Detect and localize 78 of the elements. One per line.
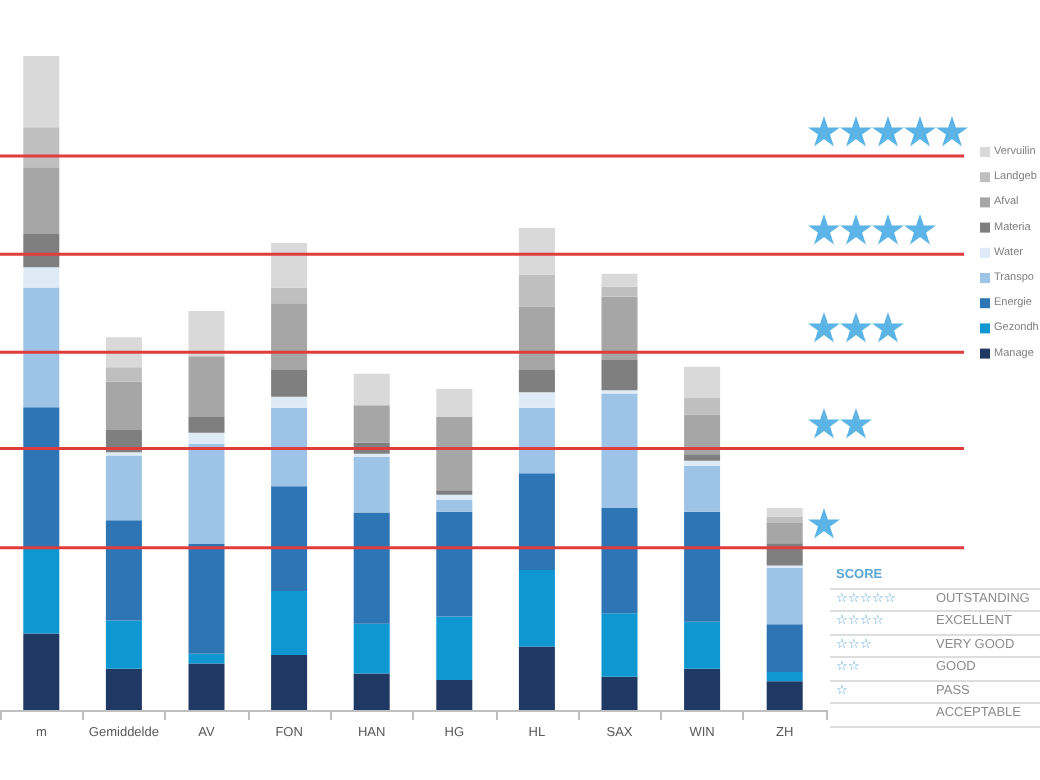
- bar: [518, 646, 555, 710]
- bar: [766, 507, 803, 517]
- bar: [601, 296, 638, 361]
- bar: [271, 486, 308, 591]
- bar: [518, 369, 555, 393]
- bar: [188, 356, 225, 418]
- bar: [23, 407, 60, 548]
- bar: [436, 616, 473, 680]
- bar: [105, 520, 142, 621]
- bar: [601, 393, 638, 508]
- bar: [436, 417, 473, 491]
- bar: [271, 369, 308, 397]
- bar: [518, 473, 555, 571]
- bar: [188, 653, 225, 664]
- bar: [271, 303, 308, 370]
- bar: [684, 621, 721, 669]
- bar: [271, 287, 308, 304]
- bar: [684, 454, 721, 461]
- bar: [684, 466, 721, 512]
- bar: [105, 381, 142, 431]
- bar: [188, 311, 225, 357]
- bar: [601, 507, 638, 614]
- bar: [23, 633, 60, 710]
- bar: [684, 398, 721, 415]
- bar: [23, 167, 60, 234]
- bar: [766, 516, 803, 523]
- bar: [271, 655, 308, 710]
- bar: [271, 590, 308, 656]
- bar: [518, 228, 555, 275]
- bar: [271, 243, 308, 288]
- bar: [601, 613, 638, 677]
- bar: [436, 511, 473, 617]
- bar: [271, 407, 308, 487]
- bar: [105, 337, 142, 368]
- bar: [353, 673, 390, 710]
- bar: [601, 360, 638, 391]
- bar: [518, 392, 555, 408]
- bar: [766, 672, 803, 682]
- bar: [105, 455, 142, 521]
- bar: [766, 568, 803, 625]
- bar: [188, 663, 225, 710]
- bar: [684, 414, 721, 455]
- bar: [188, 417, 225, 433]
- bar: [188, 443, 225, 544]
- bar: [436, 679, 473, 710]
- bar: [23, 547, 60, 634]
- bar: [353, 405, 390, 443]
- bar: [436, 500, 473, 512]
- bar: [105, 668, 142, 710]
- bar: [271, 396, 308, 408]
- bar: [436, 388, 473, 418]
- bar: [436, 494, 473, 501]
- bar: [23, 287, 60, 408]
- bar: [23, 56, 60, 128]
- bar: [518, 306, 555, 370]
- bar: [23, 127, 60, 168]
- bar: [684, 511, 721, 622]
- bar: [601, 676, 638, 710]
- bar: [601, 273, 638, 287]
- bar: [684, 460, 721, 467]
- bar: [105, 367, 142, 382]
- bar: [684, 668, 721, 710]
- bar: [188, 432, 225, 444]
- bar: [518, 570, 555, 647]
- bar: [684, 366, 721, 399]
- bar: [353, 456, 390, 513]
- bar: [766, 522, 803, 544]
- bar: [23, 267, 60, 288]
- bar: [353, 623, 390, 674]
- bar: [518, 274, 555, 307]
- bar: [518, 407, 555, 474]
- bar: [353, 373, 390, 406]
- bar: [766, 681, 803, 710]
- bar: [601, 286, 638, 297]
- bar: [105, 620, 142, 669]
- bar: [353, 512, 390, 624]
- bar: [188, 543, 225, 654]
- bar: [766, 624, 803, 673]
